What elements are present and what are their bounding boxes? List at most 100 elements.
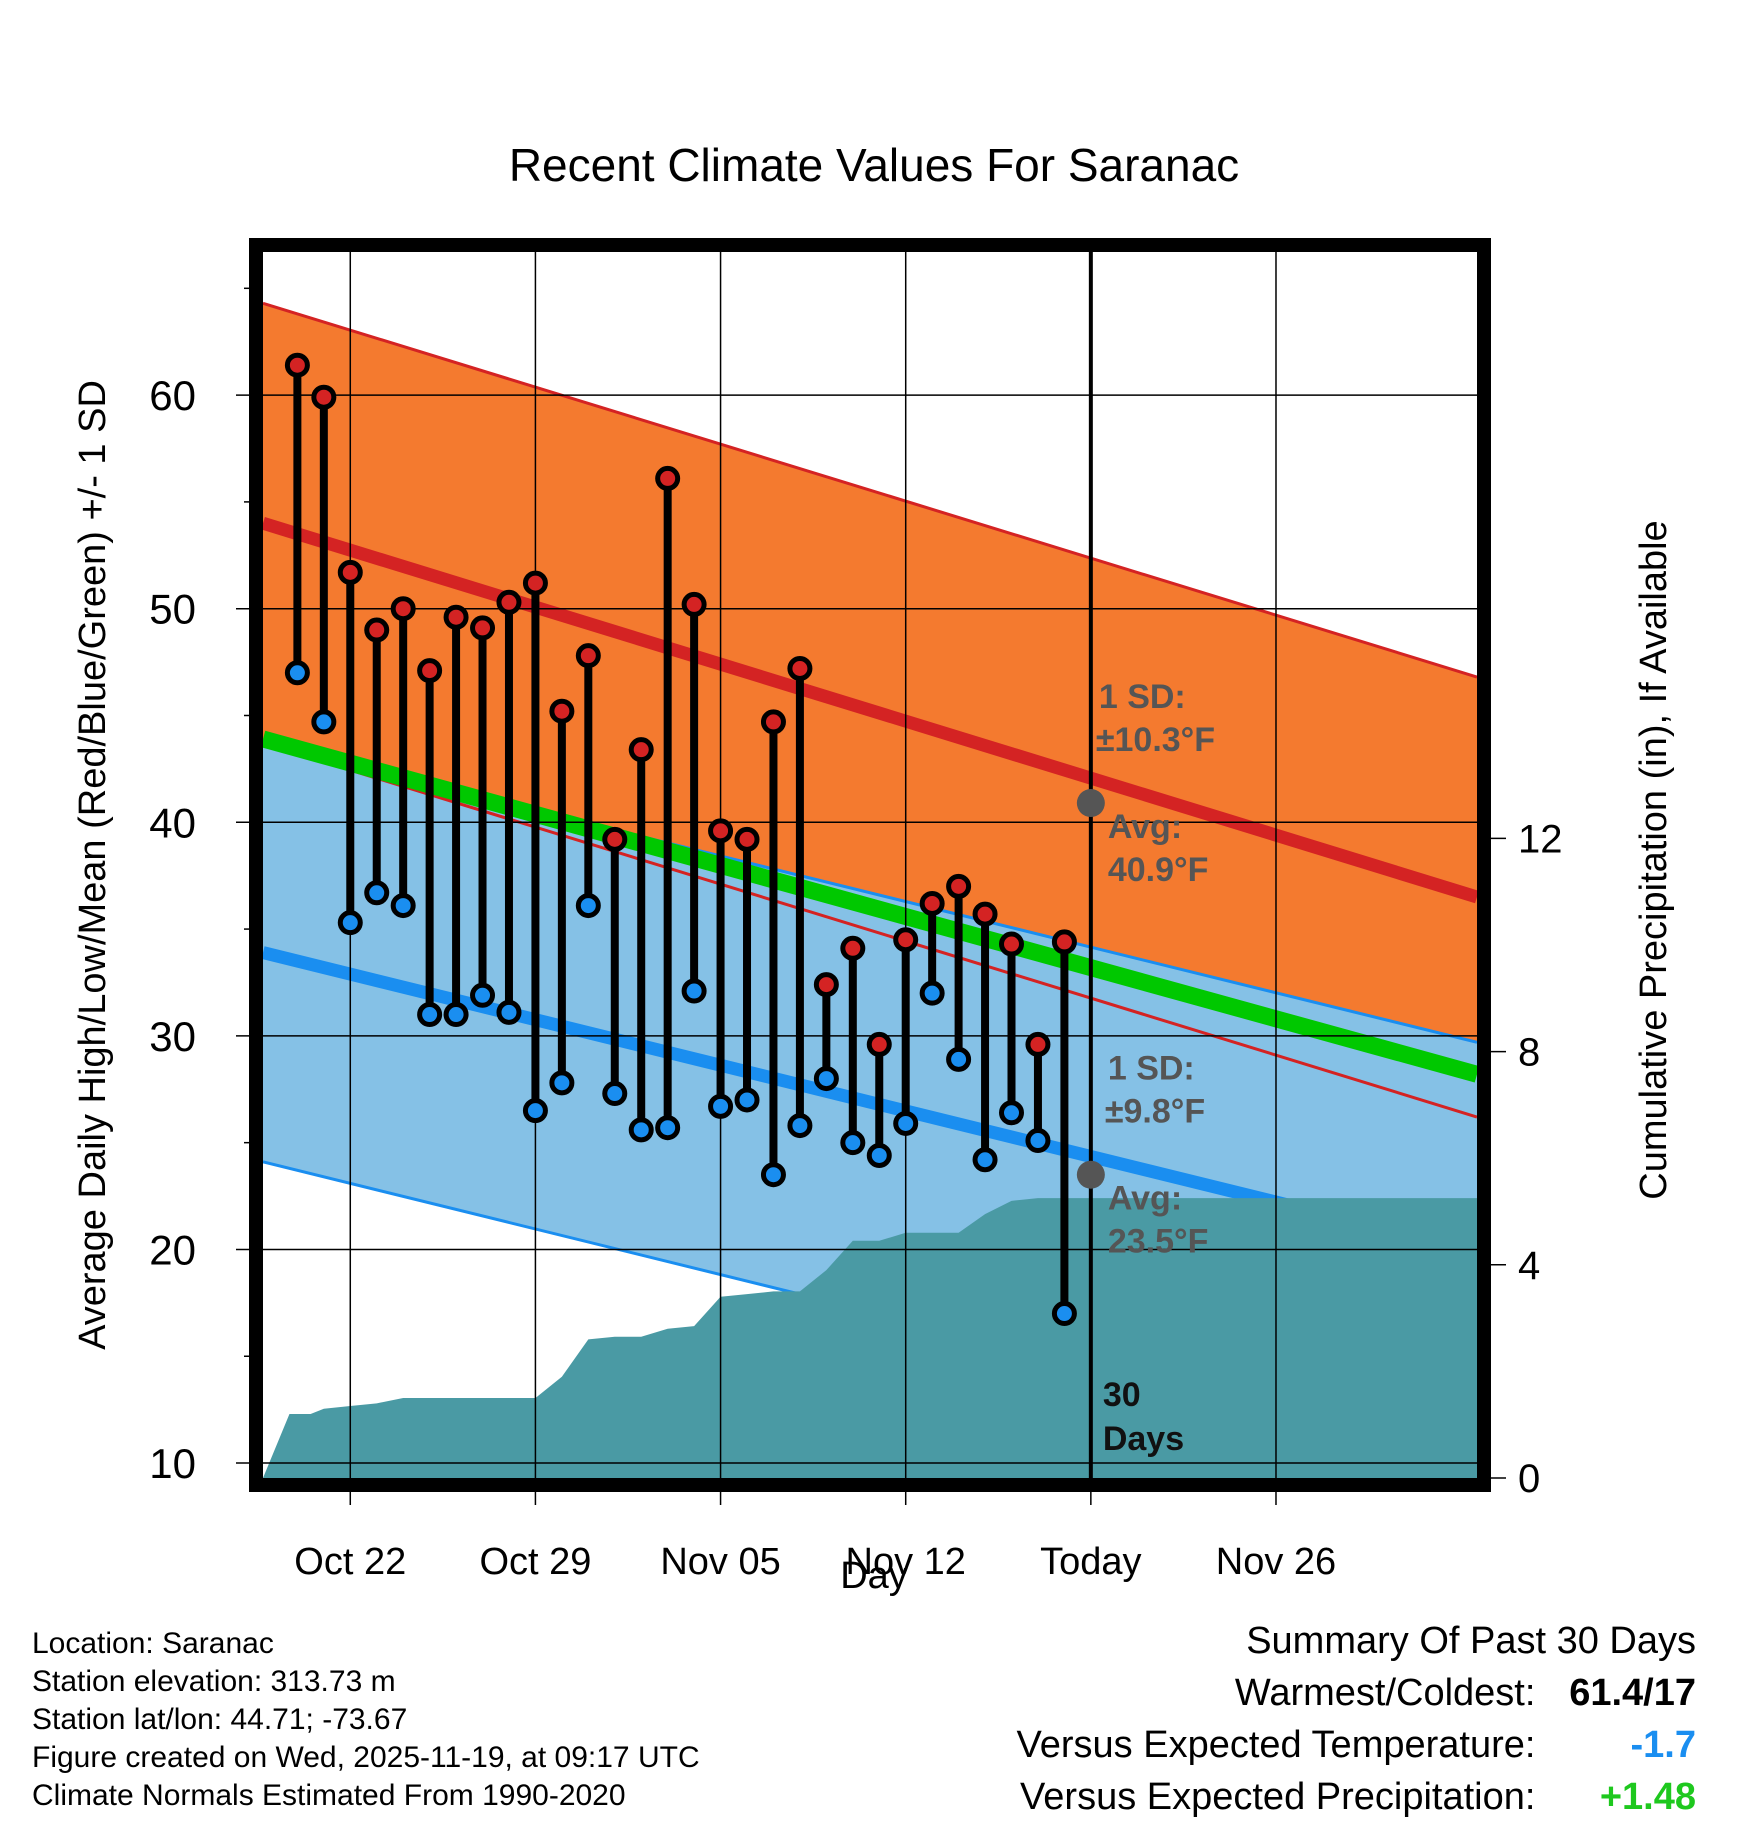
high-sd-annotation: 1 SD: [1099, 678, 1186, 716]
obs-high-point [946, 873, 972, 899]
obs-high-point [760, 709, 786, 735]
obs-low-point [417, 1002, 443, 1028]
summary-warmest-row: Warmest/Coldest: 61.4/17 [1235, 1672, 1696, 1715]
obs-high-point [602, 826, 628, 852]
x-tick-label: Today [1040, 1541, 1141, 1583]
obs-high-point [496, 589, 522, 615]
obs-low-point [628, 1117, 654, 1143]
obs-low-point [311, 709, 337, 735]
y-tick-label: 20 [149, 1226, 196, 1273]
obs-low-point [496, 999, 522, 1025]
obs-low-point [337, 910, 363, 936]
obs-high-point [734, 826, 760, 852]
obs-low-point [734, 1087, 760, 1113]
obs-high-point [681, 591, 707, 617]
y-tick-label: 10 [149, 1440, 196, 1487]
obs-low-point [893, 1110, 919, 1136]
obs-high-point [337, 559, 363, 585]
obs-high-point [999, 931, 1025, 957]
elevation-text: Station elevation: 313.73 m [32, 1665, 396, 1698]
obs-low-point [575, 893, 601, 919]
obs-low-point [655, 1115, 681, 1141]
x-tick-label: Nov 26 [1216, 1541, 1336, 1583]
low-avg-annotation: Avg: [1108, 1180, 1182, 1218]
summary-temp-row: Versus Expected Temperature: -1.7 [1017, 1724, 1696, 1767]
y-tick-label: 40 [149, 799, 196, 846]
x-tick-label: Oct 22 [294, 1541, 406, 1583]
obs-high-point [284, 352, 310, 378]
location-text: Location: Saranac [32, 1627, 274, 1660]
warmest-label: Warmest/Coldest: [1234, 1672, 1536, 1714]
y-axis-label-right: Cumulative Precipitation (in), If Availa… [1633, 520, 1675, 1199]
obs-low-point [443, 1002, 469, 1028]
normal-mean-line [263, 730, 1477, 1083]
y-tick-label: 60 [149, 372, 196, 419]
obs-low-point [866, 1142, 892, 1168]
obs-low-point [946, 1046, 972, 1072]
obs-low-point [390, 893, 416, 919]
precip-label: Versus Expected Precipitation: [1020, 1776, 1536, 1818]
obs-low-point [602, 1081, 628, 1107]
high-sd-lower-line [263, 741, 1477, 1119]
obs-low-point [972, 1147, 998, 1173]
x-tick-label: Oct 29 [479, 1541, 591, 1583]
obs-high-point [522, 570, 548, 596]
warmest-value: 61.4/17 [1569, 1672, 1696, 1714]
obs-high-point [1051, 929, 1077, 955]
obs-high-point [813, 972, 839, 998]
low-sd-annotation: 1 SD: [1108, 1050, 1195, 1088]
plot-frame [249, 238, 1491, 1492]
low-sd-annotation: ±9.8°F [1105, 1093, 1205, 1131]
obs-high-point [470, 615, 496, 641]
obs-high-point [919, 890, 945, 916]
y-axis-label-left: Average Daily High/Low/Mean (Red/Blue/Gr… [72, 380, 114, 1350]
obs-low-point [522, 1098, 548, 1124]
days-annotation: Days [1103, 1420, 1184, 1458]
days-annotation: 30 [1103, 1376, 1141, 1414]
obs-low-point [284, 660, 310, 686]
y2-tick-label: 12 [1518, 817, 1563, 861]
obs-high-point [417, 658, 443, 684]
chart-title: Recent Climate Values For Saranac [509, 139, 1239, 191]
summary-precip-row: Versus Expected Precipitation: +1.48 [1020, 1776, 1696, 1819]
high-sd-upper-line [263, 301, 1477, 679]
obs-low-point [708, 1093, 734, 1119]
obs-high-point [866, 1031, 892, 1057]
obs-low-point [681, 978, 707, 1004]
obs-low-point [470, 982, 496, 1008]
obs-high-point [972, 901, 998, 927]
obs-high-point [1025, 1031, 1051, 1057]
station-info: Location: Saranac Station elevation: 313… [32, 1625, 700, 1815]
obs-high-point [787, 655, 813, 681]
obs-high-point [708, 818, 734, 844]
obs-high-point [311, 384, 337, 410]
obs-low-point [1051, 1301, 1077, 1327]
obs-high-point [575, 643, 601, 669]
normal-high-line [263, 517, 1477, 904]
obs-low-point [364, 880, 390, 906]
normal-low-today-marker [1076, 1160, 1105, 1189]
x-axis-label: Day [840, 1555, 908, 1597]
y2-tick-label: 4 [1518, 1244, 1540, 1288]
latlon-text: Station lat/lon: 44.71; -73.67 [32, 1703, 408, 1736]
obs-high-point [840, 935, 866, 961]
obs-low-point [787, 1113, 813, 1139]
precip-value: +1.48 [1599, 1776, 1696, 1818]
y2-tick-label: 8 [1518, 1031, 1540, 1075]
obs-high-point [390, 596, 416, 622]
obs-high-point [893, 927, 919, 953]
normal-high-today-marker [1076, 789, 1105, 818]
x-tick-label: Nov 05 [660, 1541, 780, 1583]
obs-low-point [760, 1162, 786, 1188]
obs-low-point [999, 1100, 1025, 1126]
high-sd-annotation: ±10.3°F [1096, 721, 1215, 759]
obs-low-point [840, 1130, 866, 1156]
precip-area [263, 1198, 1477, 1478]
obs-high-point [549, 698, 575, 724]
obs-high-point [443, 604, 469, 630]
y-tick-label: 50 [149, 586, 196, 633]
summary-title: Summary Of Past 30 Days [1246, 1620, 1696, 1662]
normals-text: Climate Normals Estimated From 1990-2020 [32, 1779, 626, 1812]
temp-value: -1.7 [1630, 1724, 1696, 1766]
low-avg-annotation: 23.5°F [1108, 1223, 1209, 1261]
